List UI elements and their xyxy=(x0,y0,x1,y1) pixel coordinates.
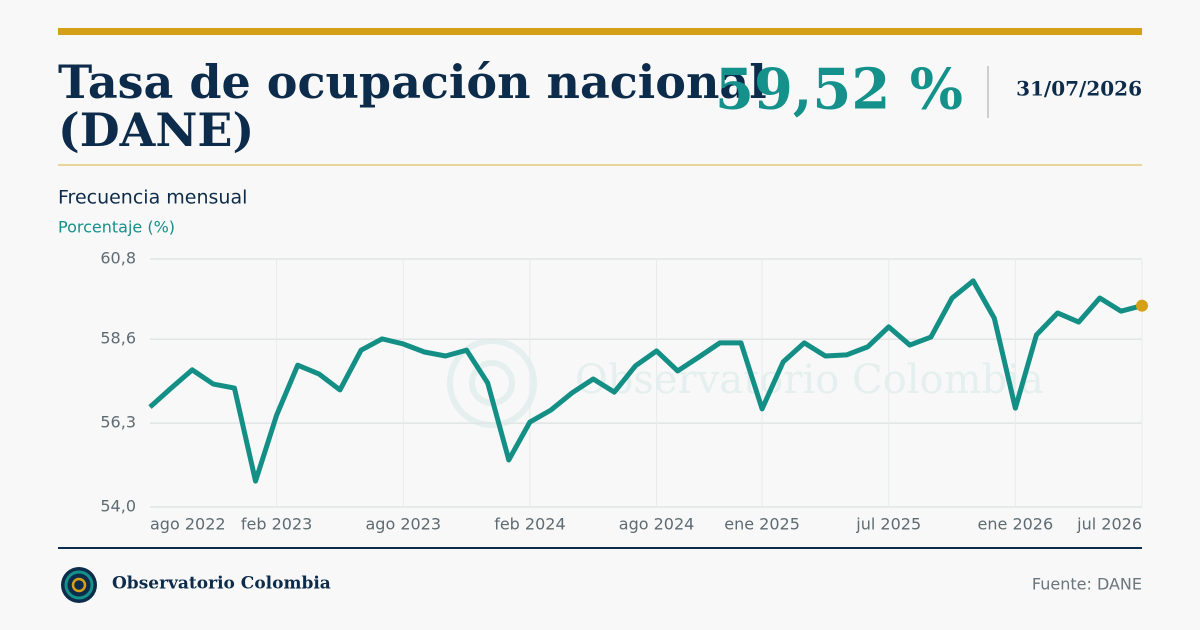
footer-source: Fuente: DANE xyxy=(1032,575,1142,594)
x-tick-label: feb 2024 xyxy=(494,515,565,534)
x-tick-label: ago 2024 xyxy=(619,515,695,534)
last-point xyxy=(1136,299,1148,312)
y-tick-label: 60,8 xyxy=(100,249,136,268)
y-tick-label: 54,0 xyxy=(100,497,136,516)
watermark: Observatorio Colombia xyxy=(447,338,1044,428)
logo xyxy=(71,577,87,593)
headline-value: 59,52 % xyxy=(715,57,963,123)
x-tick-label: ago 2023 xyxy=(365,515,441,534)
line xyxy=(148,278,1143,484)
x-tick-label: ago 2022 xyxy=(150,515,226,534)
y-tick-label: 58,6 xyxy=(100,329,136,348)
top-bar xyxy=(58,28,1142,35)
x-tick-label: feb 2023 xyxy=(241,515,312,534)
x-tick-label: jul 2026 xyxy=(1076,515,1142,534)
chart-title: Tasa de ocupación nacional (DANE) xyxy=(58,55,767,157)
plot: 54,0 56,3 58,6 60,8 ago 2022 feb 2023 ago 2023… xyxy=(100,249,1148,534)
y-tick-label: 56,3 xyxy=(100,413,136,432)
subtitle: Frecuencia mensual xyxy=(58,187,247,209)
y-axis-label: Porcentaje (%) xyxy=(58,218,175,237)
watermark-text: Observatorio Colombia xyxy=(575,357,1044,403)
footer-brand: Observatorio Colombia xyxy=(112,574,331,594)
date: 31/07/2026 xyxy=(1016,77,1142,101)
x-tick-label: jul 2025 xyxy=(855,515,921,534)
watermark-logo xyxy=(447,338,537,428)
logo xyxy=(64,570,94,600)
x-tick-label: ene 2025 xyxy=(724,515,800,534)
x-tick-label: ene 2026 xyxy=(978,515,1054,534)
